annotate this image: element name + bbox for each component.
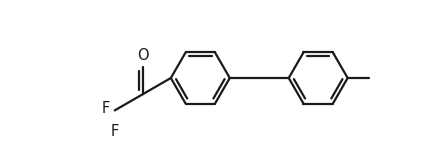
Text: O: O: [137, 48, 148, 63]
Text: F: F: [101, 101, 109, 116]
Text: F: F: [110, 124, 118, 139]
